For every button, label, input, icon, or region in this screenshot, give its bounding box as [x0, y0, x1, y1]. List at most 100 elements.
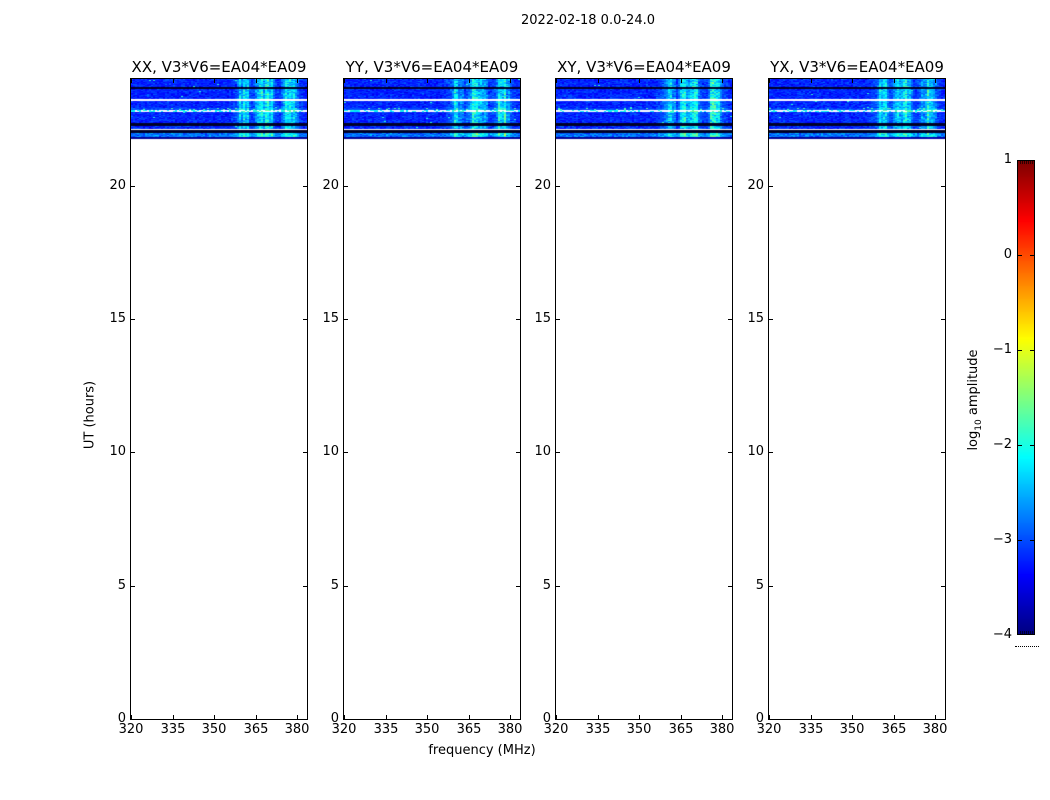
- colorbar-tick-label: 1: [1003, 152, 1012, 167]
- colorbar-tick-mark-left: [1018, 350, 1022, 351]
- colorbar-tick-mark-right: [1030, 350, 1034, 351]
- x-tick-mark-top: [131, 79, 132, 83]
- colorbar-bottom-hatch: [1021, 631, 1023, 634]
- x-tick-label: 365: [243, 722, 269, 737]
- y-tick-mark-right: [303, 586, 307, 587]
- y-tick-label: 0: [755, 711, 764, 726]
- colorbar-top-hatch: [1032, 161, 1034, 164]
- x-tick-mark-top: [510, 79, 511, 83]
- y-tick-mark-right: [728, 319, 732, 320]
- x-tick-label: 320: [756, 722, 782, 737]
- y-tick-mark-right: [303, 719, 307, 720]
- colorbar-tick-label: −1: [992, 342, 1012, 357]
- y-tick-label: 0: [330, 711, 339, 726]
- x-tick-mark-top: [214, 79, 215, 83]
- x-tick-label: 380: [709, 722, 735, 737]
- x-tick-label: 350: [414, 722, 440, 737]
- x-tick-mark-top: [811, 79, 812, 83]
- x-tick-label: 335: [798, 722, 824, 737]
- y-tick-mark-left: [344, 452, 348, 453]
- y-tick-mark-left: [131, 186, 135, 187]
- x-tick-mark-bottom: [811, 715, 812, 719]
- y-tick-mark-left: [556, 319, 560, 320]
- y-tick-label: 0: [542, 711, 551, 726]
- y-tick-label: 10: [322, 444, 339, 459]
- spectrogram-panel-yx: YX, V3*V6=EA04*EA09: [768, 58, 946, 720]
- panel-title-yx: YX, V3*V6=EA04*EA09: [770, 58, 944, 76]
- x-tick-mark-bottom: [598, 715, 599, 719]
- colorbar-top-hatch: [1021, 161, 1023, 164]
- colorbar-tick-label: −4: [992, 627, 1012, 642]
- x-tick-mark-bottom: [214, 715, 215, 719]
- colorbar-bottom-hatch: [1019, 631, 1021, 634]
- x-tick-mark-bottom: [769, 715, 770, 719]
- y-tick-mark-right: [728, 452, 732, 453]
- x-tick-mark-bottom: [510, 715, 511, 719]
- x-tick-mark-bottom: [256, 715, 257, 719]
- spectrogram-panel-xx: XX, V3*V6=EA04*EA09: [130, 58, 308, 720]
- x-tick-mark-top: [427, 79, 428, 83]
- y-tick-mark-right: [516, 319, 520, 320]
- y-tick-mark-left: [769, 586, 773, 587]
- spectrogram-image-xy: [556, 79, 732, 142]
- y-tick-mark-left: [769, 319, 773, 320]
- colorbar-tick-mark-right: [1030, 255, 1034, 256]
- x-tick-mark-bottom: [852, 715, 853, 719]
- colorbar-top-hatch: [1023, 161, 1025, 164]
- panel-title-yy: YY, V3*V6=EA04*EA09: [345, 58, 519, 76]
- colorbar-bottom-hatch: [1032, 631, 1034, 634]
- x-tick-label: 320: [118, 722, 144, 737]
- y-tick-mark-right: [941, 452, 945, 453]
- x-tick-mark-bottom: [344, 715, 345, 719]
- y-tick-mark-right: [303, 452, 307, 453]
- colorbar-tick-label: 0: [1003, 247, 1012, 262]
- y-tick-label: 20: [534, 178, 551, 193]
- y-tick-label: 5: [330, 578, 339, 593]
- y-tick-mark-right: [728, 186, 732, 187]
- x-tick-label: 335: [585, 722, 611, 737]
- y-tick-label: 10: [534, 444, 551, 459]
- colorbar-top-hatch: [1027, 161, 1029, 164]
- x-axis-label: frequency (MHz): [428, 743, 536, 758]
- x-tick-mark-bottom: [894, 715, 895, 719]
- colorbar-bottom-dotted-edge: [1015, 646, 1039, 647]
- colorbar-tick-label: −2: [992, 437, 1012, 452]
- y-tick-mark-right: [516, 719, 520, 720]
- spectrogram-image-xx: [131, 79, 307, 142]
- x-tick-label: 335: [160, 722, 186, 737]
- y-tick-label: 5: [542, 578, 551, 593]
- spectrogram-image-yx: [769, 79, 945, 142]
- x-tick-mark-top: [598, 79, 599, 83]
- y-tick-mark-right: [941, 319, 945, 320]
- y-tick-mark-right: [516, 586, 520, 587]
- x-tick-label: 365: [881, 722, 907, 737]
- x-tick-mark-top: [769, 79, 770, 83]
- colorbar-top-hatch: [1019, 161, 1021, 164]
- colorbar-tick-mark-left: [1018, 255, 1022, 256]
- x-tick-mark-bottom: [297, 715, 298, 719]
- colorbar-tick-mark-right: [1030, 540, 1034, 541]
- y-tick-mark-left: [556, 452, 560, 453]
- y-tick-mark-right: [941, 586, 945, 587]
- colorbar-bottom-hatch: [1030, 631, 1031, 634]
- y-axis-label: UT (hours): [82, 380, 98, 450]
- y-tick-label: 10: [747, 444, 764, 459]
- y-tick-mark-left: [556, 186, 560, 187]
- y-tick-mark-right: [728, 719, 732, 720]
- y-tick-mark-right: [303, 186, 307, 187]
- x-tick-label: 365: [668, 722, 694, 737]
- y-tick-mark-right: [941, 719, 945, 720]
- y-tick-mark-left: [344, 586, 348, 587]
- colorbar-tick-mark-left: [1018, 445, 1022, 446]
- y-tick-mark-left: [556, 719, 560, 720]
- x-tick-mark-top: [681, 79, 682, 83]
- x-tick-label: 350: [839, 722, 865, 737]
- y-tick-label: 20: [747, 178, 764, 193]
- x-tick-mark-top: [639, 79, 640, 83]
- colorbar: [1017, 160, 1035, 635]
- y-tick-label: 0: [117, 711, 126, 726]
- y-tick-mark-right: [303, 319, 307, 320]
- colorbar-label: log10 amplitude: [966, 349, 984, 451]
- x-tick-label: 380: [497, 722, 523, 737]
